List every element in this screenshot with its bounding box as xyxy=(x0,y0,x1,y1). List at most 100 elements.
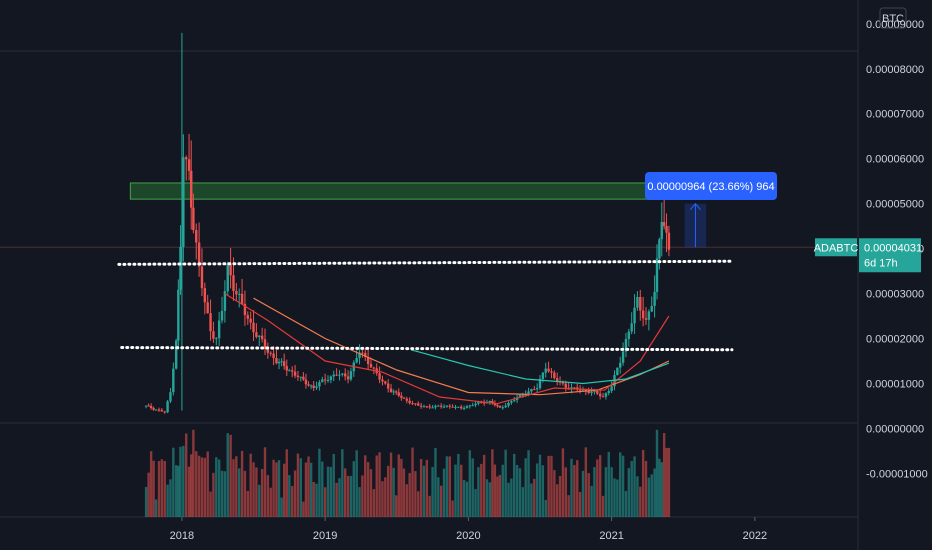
volume-bar xyxy=(607,451,610,517)
volume-bar xyxy=(263,447,267,517)
volume-bar xyxy=(451,500,454,517)
volume-bar xyxy=(578,491,582,517)
volume-bar xyxy=(471,458,474,517)
volume-bar xyxy=(361,475,364,517)
volume-bar xyxy=(172,447,175,517)
volume-bar xyxy=(394,495,398,517)
candle-body xyxy=(639,296,642,311)
candle-body xyxy=(229,264,232,276)
candle-body xyxy=(255,332,258,337)
volume-bar xyxy=(366,462,370,517)
volume-bar xyxy=(667,447,671,517)
volume-bar xyxy=(212,472,215,517)
volume-bar xyxy=(291,486,294,517)
y-tick-label: -0.00001000 xyxy=(866,468,928,480)
volume-bar xyxy=(217,459,221,517)
candle-body xyxy=(653,291,656,306)
volume-bar xyxy=(541,465,545,517)
volume-bar xyxy=(561,448,565,517)
y-tick-label: 0.00007000 xyxy=(866,109,924,121)
volume-bar xyxy=(604,467,608,517)
volume-bar xyxy=(550,455,553,517)
symbol-badge xyxy=(815,238,857,257)
candle-body xyxy=(431,407,434,409)
ma-teal-line xyxy=(410,349,670,385)
volume-bar xyxy=(482,454,486,517)
volume-bar xyxy=(174,465,178,517)
volume-bar xyxy=(369,469,373,517)
candle-body xyxy=(504,405,507,408)
volume-bar xyxy=(302,501,305,517)
candle-body xyxy=(662,222,666,227)
volume-bar xyxy=(154,499,158,517)
candle-body xyxy=(288,370,291,372)
last-price-label: 0.00004031 xyxy=(864,242,922,254)
y-tick-label: 0.00005000 xyxy=(866,199,924,211)
candle-body xyxy=(442,406,446,408)
x-tick-label: 2022 xyxy=(743,530,767,542)
volume-bar xyxy=(229,434,232,517)
volume-bar xyxy=(530,483,533,517)
y-tick-label: 0.00009000 xyxy=(866,19,924,31)
candle-body xyxy=(665,226,668,233)
volume-bar xyxy=(185,433,188,517)
candle-body xyxy=(573,387,576,389)
candle-body xyxy=(169,392,172,402)
candle-body xyxy=(434,405,437,408)
volume-bar xyxy=(243,470,247,517)
volume-bar xyxy=(573,464,576,517)
volume-bar xyxy=(299,458,303,517)
volume-bar xyxy=(203,457,207,517)
candle-body xyxy=(596,390,599,394)
candle-body xyxy=(425,406,429,408)
candle-body xyxy=(480,402,483,404)
candle-body xyxy=(491,401,494,404)
measure-badge xyxy=(645,172,777,200)
candle-body xyxy=(578,389,582,391)
measure-arrowhead xyxy=(690,202,701,210)
candle-body xyxy=(338,374,341,376)
candle-body xyxy=(621,351,625,363)
volume-bar xyxy=(558,476,562,517)
candle-body xyxy=(166,401,169,413)
volume-bar xyxy=(496,476,499,517)
y-tick-label: 0.00003000 xyxy=(866,289,924,301)
volume-bar xyxy=(282,463,286,517)
volume-bar xyxy=(621,455,625,517)
candle-body xyxy=(547,368,550,372)
volume-bar xyxy=(238,468,241,517)
volume-bar xyxy=(448,456,451,517)
volume-bar xyxy=(477,467,480,517)
volume-bar xyxy=(567,495,570,517)
volume-bar xyxy=(468,450,472,517)
candle-body xyxy=(157,409,161,411)
volume-bar xyxy=(428,495,431,517)
candle-body xyxy=(369,364,373,368)
candle-body xyxy=(601,396,605,398)
volume-bar xyxy=(630,461,633,517)
volume-bar xyxy=(454,464,457,517)
candle-body xyxy=(223,291,227,311)
volume-bar xyxy=(510,478,513,517)
volume-bar xyxy=(149,451,153,517)
candle-body xyxy=(584,389,588,392)
candle-body xyxy=(533,389,536,391)
volume-bar xyxy=(411,447,414,517)
volume-bar xyxy=(480,463,483,517)
candle-body xyxy=(647,311,651,320)
volume-bar xyxy=(402,468,406,517)
candle-body xyxy=(419,405,423,407)
candle-body xyxy=(144,405,148,407)
candle-body xyxy=(220,310,224,321)
candle-body xyxy=(315,386,318,389)
volume-bar xyxy=(392,467,395,517)
volume-bar xyxy=(144,487,148,517)
volume-bar xyxy=(166,484,169,517)
volume-bar xyxy=(553,470,556,517)
candle-body xyxy=(332,374,335,377)
candle-body xyxy=(361,352,364,354)
volume-bar xyxy=(260,468,264,517)
candle-body xyxy=(581,389,585,391)
volume-bar xyxy=(249,453,252,517)
